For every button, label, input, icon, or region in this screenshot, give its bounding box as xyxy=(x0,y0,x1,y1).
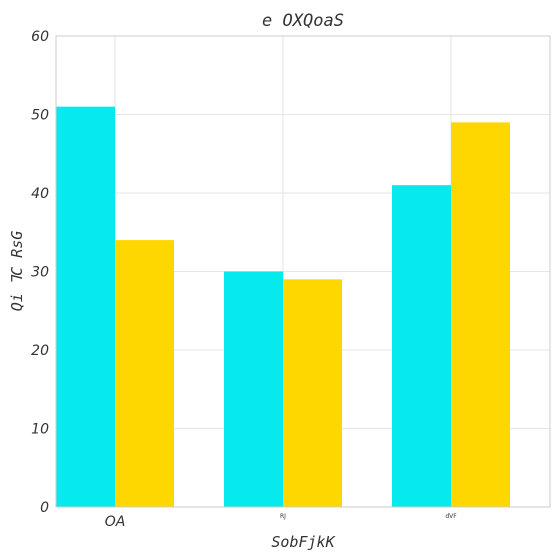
bar-oa-series-1 xyxy=(56,106,115,508)
y-tick-label: 0 xyxy=(40,500,49,516)
x-tick-label: OA xyxy=(105,514,126,530)
bars xyxy=(56,106,510,508)
y-tick-label: 60 xyxy=(31,29,49,45)
y-tick-label: 30 xyxy=(31,265,49,281)
bar-rj-series-1 xyxy=(224,271,283,507)
y-tick-label: 50 xyxy=(31,108,49,124)
y-tick-label: 10 xyxy=(31,422,49,438)
y-tick-labels: 0 10 20 30 40 50 60 xyxy=(31,29,49,516)
bar-dvf-series-1 xyxy=(392,185,451,507)
y-tick-label: 40 xyxy=(31,186,49,202)
bar-oa-series-2 xyxy=(115,240,174,507)
x-tick-label: dVF xyxy=(445,513,457,520)
x-tick-label: RJ xyxy=(280,513,286,520)
y-axis-label: Qi ꞀC RsG xyxy=(8,231,26,312)
plot-frame xyxy=(55,35,551,508)
bar-rj-series-2 xyxy=(283,279,342,507)
chart-title: e OXQoaS xyxy=(262,11,344,31)
x-tick-labels: OA RJ dVF xyxy=(105,513,458,530)
bar-dvf-series-2 xyxy=(451,122,510,507)
y-tick-label: 20 xyxy=(31,343,49,359)
x-axis-label: SobFjkK xyxy=(271,533,335,551)
